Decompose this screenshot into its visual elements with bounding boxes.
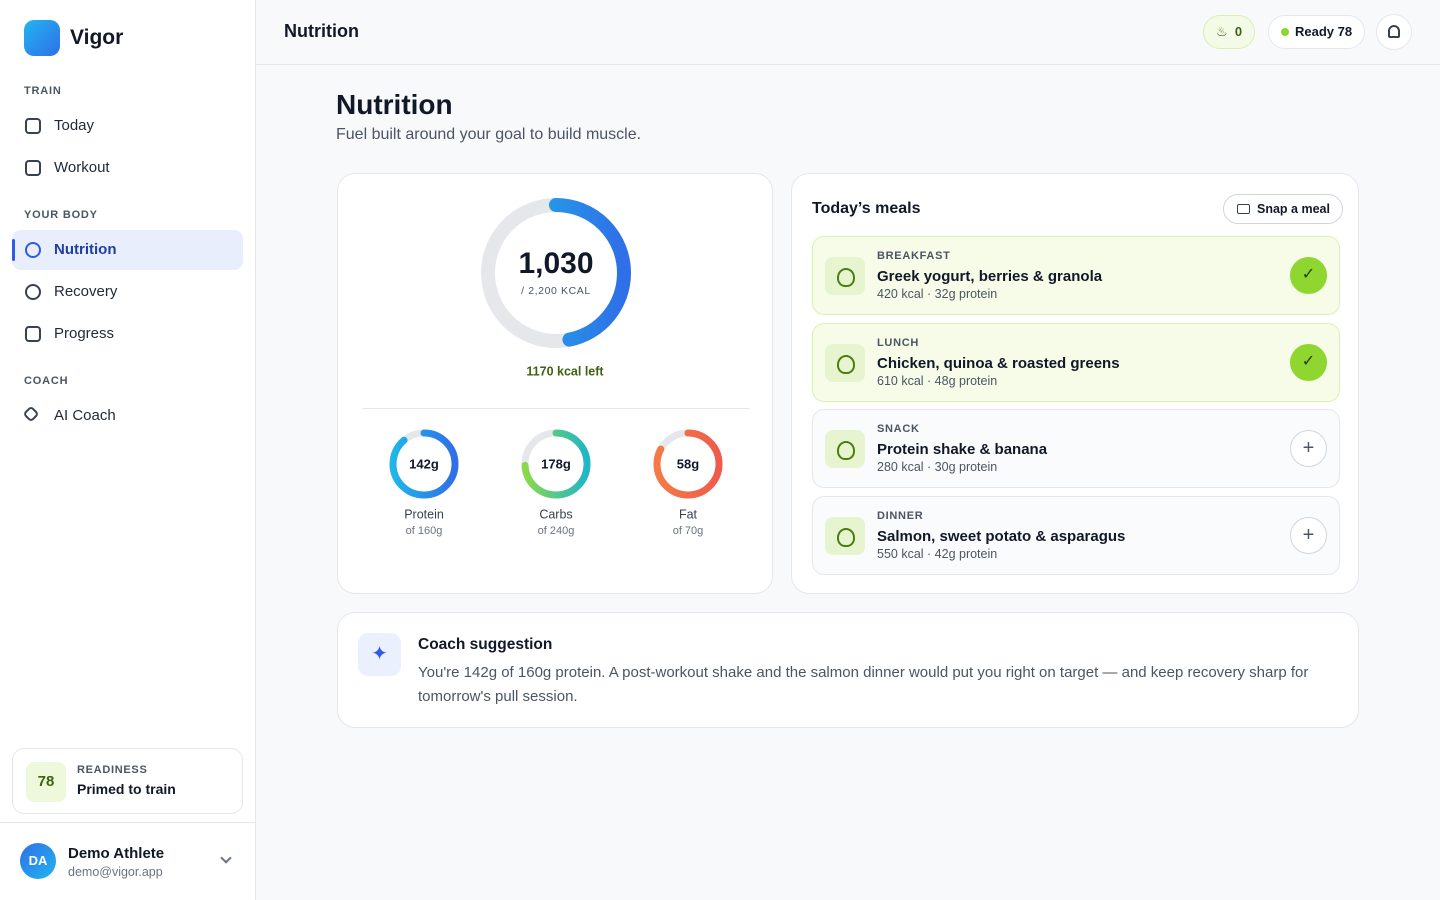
nav-label: Workout [54, 159, 110, 176]
readiness-label: READINESS [77, 764, 148, 776]
meal-row[interactable]: DINNER Salmon, sweet potato & asparagus 55… [812, 496, 1340, 576]
meals-title: Today’s meals [812, 200, 921, 217]
meal-type: LUNCH [877, 336, 919, 349]
notifications[interactable] [1376, 14, 1412, 50]
macro-goal: of 240g [538, 525, 575, 537]
macro-goal: of 160g [406, 525, 443, 537]
readiness-score: 78 [26, 762, 66, 802]
logo[interactable] [24, 20, 60, 56]
page-subtitle: Fuel built around your goal to build mus… [336, 126, 642, 143]
streak-count: 0 [1234, 24, 1243, 39]
snap-button[interactable]: Snap a meal [1223, 194, 1343, 224]
header: Nutrition ♨ 0 Ready 78 [256, 0, 1440, 65]
meal-type: DINNER [877, 510, 924, 523]
meal-type: SNACK [877, 423, 920, 436]
meal-details: 550 kcal · 42g protein [877, 547, 998, 562]
section-title: YOUR BODY [24, 209, 98, 221]
macro-name: Carbs [539, 507, 572, 521]
meal-details: 420 kcal · 32g protein [877, 287, 998, 301]
meal-done[interactable]: ✓ [1290, 257, 1327, 294]
page-title: Nutrition [336, 89, 453, 120]
user-menu[interactable]: DA Demo Athlete demo@vigor.app [0, 822, 255, 900]
meal-row[interactable]: SNACK Protein shake & banana 280 kcal · 30… [812, 409, 1340, 489]
user-name: Demo Athlete [68, 845, 165, 862]
meal-details: 280 kcal · 30g protein [877, 460, 998, 475]
meal-row[interactable]: LUNCH Chicken, quinoa & roasted greens 610… [812, 322, 1340, 402]
meal-done[interactable]: ✓ [1290, 343, 1327, 381]
macro-goal: of 70g [673, 525, 704, 537]
nav-item[interactable]: Workout [12, 148, 243, 188]
macro-name: Fat [679, 507, 698, 521]
nav-item[interactable]: Progress [12, 314, 243, 354]
meal-name: Salmon, sweet potato & asparagus [877, 528, 1126, 546]
coach-card: ✦ Coach suggestion You're 142g of 160g p… [337, 612, 1359, 728]
meal-name: Protein shake & banana [877, 441, 1048, 459]
meal-icon [825, 257, 865, 295]
meal-icon [825, 430, 865, 469]
nav-item[interactable]: Nutrition [12, 230, 243, 270]
meal-details: 610 kcal · 48g protein [877, 373, 998, 388]
nav-label: Progress [54, 325, 115, 342]
ring-progress [653, 429, 723, 499]
meal-row[interactable]: BREAKFAST Greek yogurt, berries & granola… [812, 236, 1340, 315]
section-title: TRAIN [24, 85, 62, 97]
avatar: DA [20, 843, 56, 879]
macro-value: 142g [409, 456, 439, 471]
readiness-status: Primed to train [77, 781, 176, 797]
meals-card: Today’s meals Snap a meal BREAKFAST Greek… [791, 173, 1359, 594]
ring-progress [481, 198, 631, 348]
meal-name: Greek yogurt, berries & granola [877, 268, 1103, 285]
snap-label: Snap a meal [1257, 202, 1330, 216]
meal-icon [825, 343, 865, 382]
nav-item[interactable]: Recovery [12, 272, 243, 312]
intake-card: 1,030 / 2,200 KCAL 1170 kcal left 142g Prote… [337, 173, 773, 594]
nav-label: Today [54, 117, 95, 134]
coach-icon: ✦ [358, 633, 401, 676]
macro-name: Protein [404, 507, 444, 521]
nav-label: Recovery [54, 283, 118, 300]
chevron [220, 852, 232, 864]
rings: 1,030 / 2,200 KCAL 1170 kcal left 142g Prote… [363, 198, 749, 537]
coach-text: You're 142g of 160g protein. A post-work… [418, 664, 1309, 705]
user-email: demo@vigor.app [68, 865, 163, 879]
calories-goal: / 2,200 KCAL [521, 285, 591, 297]
section-title: COACH [24, 375, 69, 387]
ready-text: Ready 78 [1295, 24, 1353, 39]
header-title: Nutrition [284, 21, 359, 41]
meal-add[interactable]: + [1290, 517, 1327, 555]
calories-left: 1170 kcal left [526, 364, 604, 378]
meal-type: BREAKFAST [877, 250, 951, 262]
brand[interactable]: Vigor [70, 26, 124, 49]
meal-icon [825, 517, 865, 556]
nav-label: Nutrition [54, 241, 117, 258]
ring-progress [389, 429, 459, 499]
nav-item[interactable]: Today [12, 106, 243, 146]
calories-value: 1,030 [518, 247, 593, 280]
nav-label: AI Coach [54, 407, 116, 424]
macro-value: 58g [677, 456, 699, 471]
meal-name: Chicken, quinoa & roasted greens [877, 354, 1120, 372]
ring-progress [521, 429, 591, 499]
streak-pill[interactable]: ♨ 0 [1203, 15, 1256, 49]
nav-item[interactable]: AI Coach [12, 396, 243, 436]
readiness-card[interactable]: 78 READINESS Primed to train [12, 748, 243, 814]
sidebar: Vigor TRAIN Today Workout YOUR BODY Nutr… [0, 0, 256, 900]
meal-add[interactable]: + [1290, 430, 1327, 468]
ready-pill[interactable]: Ready 78 [1268, 15, 1366, 49]
coach-title: Coach suggestion [418, 636, 553, 653]
macro-value: 178g [541, 456, 571, 471]
